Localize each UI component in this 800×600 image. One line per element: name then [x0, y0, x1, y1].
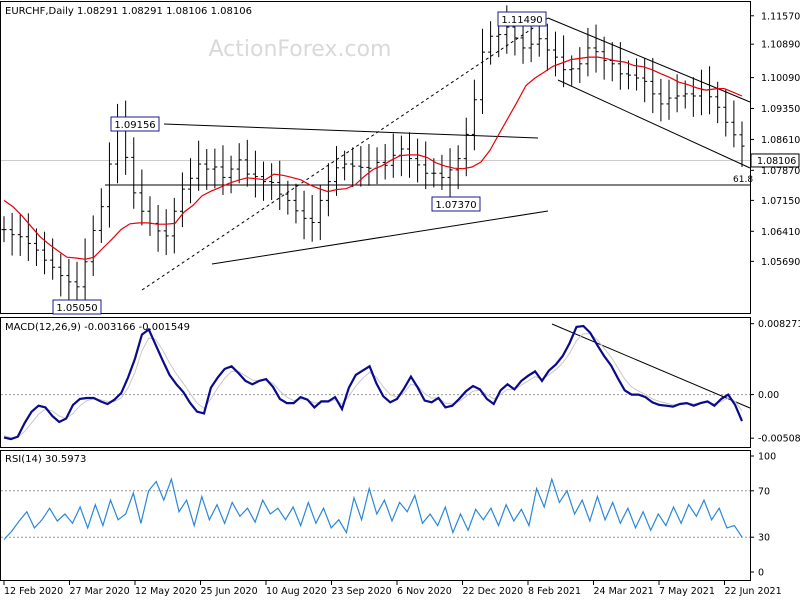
callout-text: 1.09156	[114, 120, 155, 131]
x-tick-label: 8 Feb 2021	[528, 586, 581, 597]
support-trendline	[211, 210, 549, 265]
rsi-line	[3, 477, 743, 540]
price-y-tick-label: 1.10890	[761, 40, 800, 51]
rsi-panel-frame	[0, 450, 751, 581]
moving-average-line	[3, 56, 743, 260]
macd-trendline	[551, 323, 751, 409]
x-tick-label: 10 Aug 2020	[266, 586, 327, 597]
x-tick-label: 24 Mar 2021	[594, 586, 654, 597]
channel-lower-line	[557, 79, 751, 169]
price-trendlines: 61.8	[105, 17, 753, 291]
price-bars	[1, 5, 745, 305]
rsi-header: RSI(14) 30.5973	[5, 454, 86, 465]
x-tick-label: 6 Nov 2020	[397, 586, 452, 597]
channel-upper-line	[547, 17, 751, 103]
x-tick-label: 25 Jun 2020	[201, 586, 258, 597]
price-panel: ActionForex.com EURCHF,Daily 1.08291 1.0…	[0, 1, 800, 315]
x-tick-label: 12 May 2020	[135, 586, 197, 597]
macd-panel-frame	[0, 317, 751, 448]
x-tick-label: 22 Jun 2021	[725, 586, 782, 597]
rsi-y-axis: 100 70 30 0	[750, 452, 776, 579]
macd-y-tick-label: -0.005087	[758, 434, 800, 445]
x-tick-label: 23 Sep 2020	[332, 586, 392, 597]
rsi-y-tick-label: 0	[758, 568, 764, 579]
callout-box	[52, 299, 102, 315]
price-header: EURCHF,Daily 1.08291 1.08291 1.08106 1.0…	[5, 6, 252, 17]
rsi-y-tick-label: 70	[758, 486, 770, 497]
x-tick-label: 12 Feb 2020	[4, 586, 63, 597]
rsi-panel: RSI(14) 30.5973 100 70 30 0	[0, 450, 776, 581]
callout-box	[497, 11, 547, 27]
callout-text: 1.11490	[501, 15, 542, 26]
macd-line	[3, 324, 744, 441]
macd-y-axis: 0.008271 0.00 -0.005087	[750, 319, 800, 445]
callout-1-05050: 1.05050	[52, 299, 102, 315]
macd-y-tick-label: 0.00	[758, 390, 779, 401]
macd-panel: MACD(12,26,9) -0.003166 -0.001549 0.0082…	[0, 317, 800, 448]
price-y-axis: 1.11570 1.10890 1.10090 1.09350 1.08610 1.078…	[750, 11, 800, 268]
price-y-tick-label: 1.09350	[761, 104, 800, 115]
price-y-tick-label: 1.10090	[761, 73, 800, 84]
callout-box	[431, 196, 481, 212]
last-price-tag: 1.08106	[750, 153, 800, 168]
price-callouts: 1.09156 1.05050 1.07370 1.11490	[52, 11, 547, 315]
last-price-box	[750, 153, 800, 168]
watermark: ActionForex.com	[209, 37, 392, 62]
callout-1-11490: 1.11490	[497, 11, 547, 27]
rsi-y-tick-label: 100	[758, 452, 776, 463]
price-y-tick-label: 1.11570	[761, 11, 800, 22]
macd-header: MACD(12,26,9) -0.003166 -0.001549	[5, 322, 190, 333]
price-y-tick-label: 1.06410	[761, 227, 800, 238]
price-y-tick-label: 1.05690	[761, 257, 800, 268]
fib-618-label: 61.8	[733, 175, 753, 185]
resistance-trendline	[163, 123, 539, 139]
price-y-tick-label: 1.08610	[761, 135, 800, 146]
callout-text: 1.07370	[435, 200, 476, 211]
x-axis: 12 Feb 2020 27 Mar 2020 12 May 2020 25 Jun …	[3, 581, 782, 597]
x-tick-label: 22 Dec 2020	[463, 586, 524, 597]
callout-text: 1.05050	[56, 303, 97, 314]
last-price-label: 1.08106	[757, 156, 796, 167]
macd-y-tick-label: 0.008271	[758, 319, 800, 330]
x-tick-label: 27 Mar 2020	[70, 586, 130, 597]
macd-signal-line	[3, 333, 743, 438]
x-tick-label: 7 May 2021	[659, 586, 715, 597]
rsi-level-lines	[1, 490, 750, 538]
price-y-tick-label: 1.07150	[761, 196, 800, 207]
callout-1-09156: 1.09156	[110, 116, 160, 132]
rsi-y-tick-label: 30	[758, 533, 770, 544]
callout-1-07370: 1.07370	[431, 196, 481, 212]
callout-box	[110, 116, 160, 132]
price-y-tick-label: 1.07870	[761, 166, 800, 177]
